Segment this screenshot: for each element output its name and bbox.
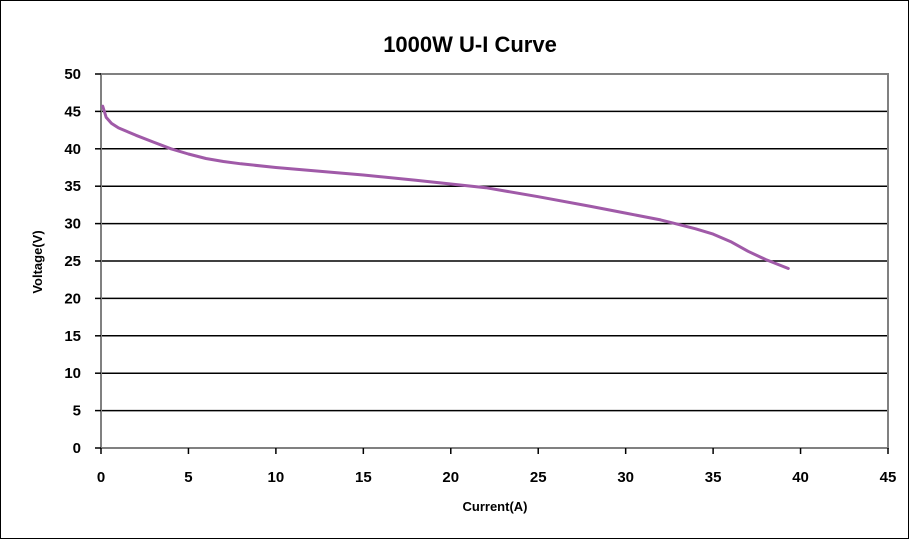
y-tick-label-0: 0	[73, 440, 81, 457]
y-axis-ticks: 0 5 10 15 20 25 30 35 40 45 50	[64, 66, 101, 457]
x-axis-ticks: 0 5 10 15 20 25 30 35 40 45	[97, 448, 897, 486]
chart-title: 1000W U-I Curve	[383, 32, 557, 57]
y-tick-label-45: 45	[64, 103, 81, 120]
x-tick-label-10: 10	[268, 469, 285, 486]
y-tick-label-40: 40	[64, 141, 81, 158]
y-axis-label: Voltage(V)	[30, 230, 45, 293]
y-tick-label-15: 15	[64, 328, 81, 345]
y-tick-label-10: 10	[64, 365, 81, 382]
x-tick-label-15: 15	[355, 469, 372, 486]
x-axis-label: Current(A)	[463, 499, 528, 514]
x-tick-label-40: 40	[792, 469, 809, 486]
x-tick-label-5: 5	[184, 469, 192, 486]
y-tick-label-50: 50	[64, 66, 81, 83]
x-tick-label-25: 25	[530, 469, 547, 486]
x-tick-label-20: 20	[442, 469, 459, 486]
x-tick-label-30: 30	[617, 469, 634, 486]
y-tick-label-35: 35	[64, 178, 81, 195]
y-tick-label-20: 20	[64, 290, 81, 307]
y-tick-label-5: 5	[73, 403, 81, 420]
x-tick-label-0: 0	[97, 469, 105, 486]
y-tick-label-30: 30	[64, 216, 81, 233]
y-tick-label-25: 25	[64, 253, 81, 270]
x-tick-label-45: 45	[880, 469, 897, 486]
x-tick-label-35: 35	[705, 469, 722, 486]
series-line	[101, 104, 790, 270]
